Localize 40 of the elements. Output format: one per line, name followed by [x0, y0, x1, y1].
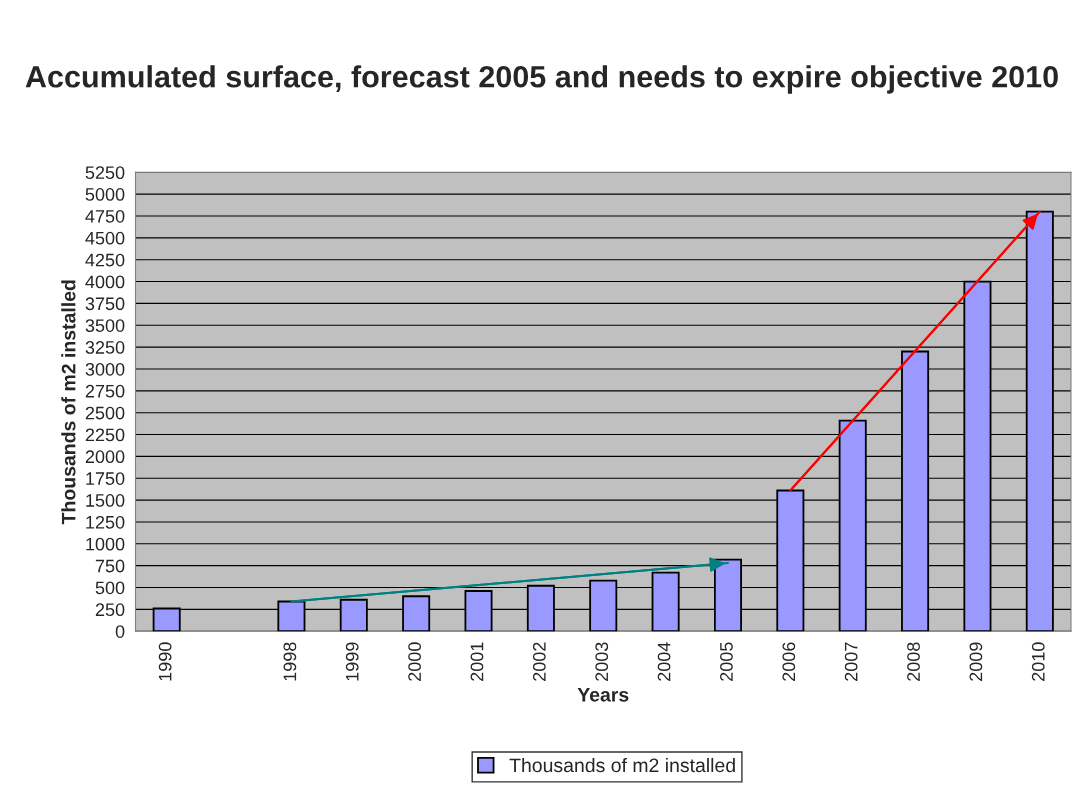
y-tick-label: 2000	[85, 450, 125, 464]
x-tick-label: 2009	[969, 642, 983, 681]
y-tick-label: 4750	[85, 209, 125, 223]
x-tick-label: 2002	[532, 642, 546, 681]
y-tick-label: 2500	[85, 406, 125, 420]
y-tick-label: 4000	[85, 275, 125, 289]
y-tick-label: 750	[95, 559, 125, 573]
y-tick-label: 500	[95, 581, 125, 595]
y-axis-title: Thousands of m2 installed	[61, 280, 76, 525]
y-tick-label: 3000	[85, 362, 125, 376]
x-tick-label: 2005	[720, 642, 733, 681]
x-tick-label: 2000	[408, 642, 421, 681]
x-tick-label: 2003	[595, 642, 609, 681]
y-tick-label: 5250	[85, 166, 125, 180]
y-tick-label: 1750	[86, 472, 125, 485]
chart-title: Accumulated surface, forecast 2005 and needs to expire objective 2010	[25, 65, 1058, 94]
y-tick-label: 0	[115, 625, 125, 638]
x-tick-label: 1999	[345, 642, 359, 681]
y-tick-label: 4500	[85, 231, 125, 245]
x-tick-label: 2004	[657, 642, 671, 681]
x-axis-title: Years	[577, 688, 629, 702]
y-tick-label: 4250	[85, 253, 125, 267]
y-tick-label: 1250	[86, 515, 125, 529]
x-tick-label: 2006	[782, 642, 796, 681]
x-tick-label: 2007	[844, 642, 858, 681]
x-tick-label: 2010	[1031, 642, 1045, 681]
legend-label: Thousands of m2 installed	[509, 757, 735, 773]
y-tick-label: 250	[95, 603, 125, 617]
y-tick-label: 1500	[86, 494, 125, 507]
x-tick-label: 2001	[470, 642, 484, 681]
y-tick-label: 2250	[85, 428, 125, 442]
x-tick-label: 2008	[907, 642, 920, 681]
y-tick-label: 1000	[86, 537, 125, 551]
y-tick-label: 3500	[85, 319, 125, 332]
y-tick-label: 3250	[85, 341, 125, 354]
x-tick-label: 1998	[283, 642, 297, 681]
y-tick-label: 5000	[85, 188, 125, 201]
y-tick-label: 3750	[85, 297, 125, 311]
x-tick-label: 1990	[158, 642, 172, 681]
y-tick-label: 2750	[85, 384, 125, 398]
